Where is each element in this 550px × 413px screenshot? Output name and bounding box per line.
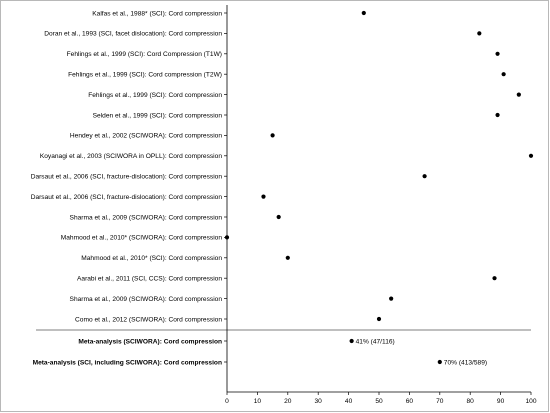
x-ticks: 0 10 20 30 40 50 60 70 80 90 100 [225, 392, 537, 405]
study-label: Sharma et al., 2009 (SCIWORA): Cord comp… [70, 296, 223, 303]
study-point [389, 296, 394, 301]
study-label: Mahmood et al., 2010* (SCI): Cord compre… [81, 255, 222, 262]
data-points [224, 10, 534, 365]
y-ticks [224, 12, 227, 363]
study-label: Fehlings et al., 1999 (SCI): Cord compre… [88, 92, 222, 99]
meta-analysis-point [437, 359, 442, 365]
study-label: Doran et al., 1993 (SCI, facet dislocati… [44, 31, 222, 38]
study-label: Fehlings et al., 1999 (SCI): Cord Compre… [67, 51, 222, 58]
study-point [477, 31, 482, 36]
x-tick-label: 80 [467, 398, 475, 405]
meta-analysis-label: Meta-analysis (SCIWORA): Cord compressio… [78, 338, 222, 345]
x-tick-label: 40 [345, 398, 353, 405]
study-point [224, 235, 230, 240]
row-labels: Kalfas et al., 1988* (SCI): Cord compres… [31, 10, 223, 366]
study-label: Kalfas et al., 1988* (SCI): Cord compres… [92, 10, 222, 17]
point-annotation: 70% (413/589) [444, 359, 487, 366]
study-label: Mahmood et al., 2010* (SCIWORA): Cord co… [61, 235, 223, 242]
x-tick-label: 100 [525, 398, 536, 405]
study-label: Aarabi et al., 2011 (SCI, CCS): Cord com… [77, 276, 222, 283]
study-point [361, 10, 366, 16]
study-label: Sharma et al., 2009 (SCIWORA): Cord comp… [70, 214, 223, 221]
x-tick-label: 10 [254, 398, 262, 405]
x-tick-label: 0 [225, 398, 229, 405]
x-tick-label: 20 [284, 398, 292, 405]
x-tick-label: 50 [375, 398, 383, 405]
meta-analysis-label: Meta-analysis (SCI, including SCIWORA): … [33, 359, 222, 366]
study-point [516, 92, 521, 97]
study-label: Selden et al., 1999 (SCI): Cord compress… [93, 112, 223, 119]
study-point [501, 72, 506, 77]
study-point [495, 51, 500, 56]
study-point [285, 255, 290, 260]
x-tick-label: 70 [436, 398, 444, 405]
point-annotation: 41% (47/116) [356, 338, 395, 345]
point-annotations: 41% (47/116) 70% (413/589) [356, 338, 487, 366]
study-point [261, 194, 266, 199]
study-label: Hendey et al., 2002 (SCIWORA): Cord comp… [70, 133, 222, 140]
study-label: Fehlings et al., 1999 (SCI): Cord compre… [68, 72, 222, 79]
study-point [270, 133, 275, 138]
x-tick-label: 60 [406, 398, 414, 405]
study-point [376, 316, 382, 322]
x-tick-label: 90 [497, 398, 505, 405]
study-point [528, 153, 534, 158]
meta-analysis-point [349, 338, 354, 344]
study-point [422, 174, 427, 179]
x-tick-label: 30 [315, 398, 323, 405]
study-label: Darsaut et al., 2006 (SCI, fracture-disl… [31, 194, 223, 201]
study-label: Koyanagi et al., 2003 (SCIWORA in OPLL):… [40, 153, 222, 160]
study-point [495, 112, 500, 118]
study-point [276, 214, 281, 220]
study-point [492, 276, 497, 281]
study-label: Darsaut et al., 2006 (SCI, fracture-disl… [31, 174, 223, 181]
study-label: Como et al., 2012 (SCIWORA): Cord compre… [75, 316, 222, 323]
